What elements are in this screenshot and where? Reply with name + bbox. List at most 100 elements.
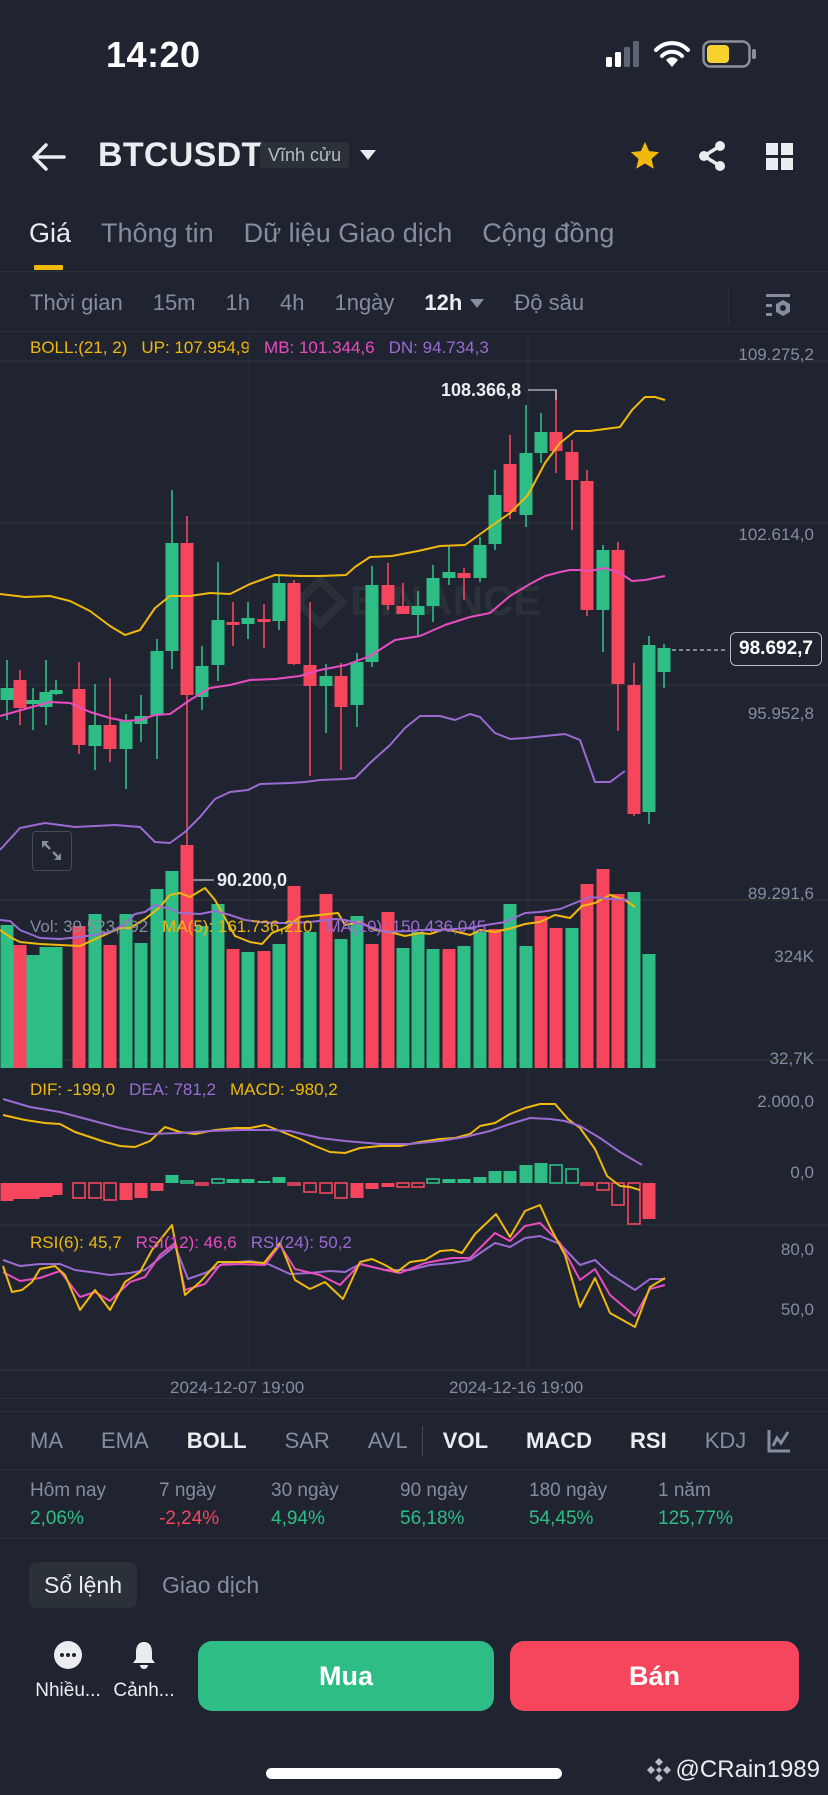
price-axis-label: 102.614,0 — [738, 525, 814, 544]
indicator-avl[interactable]: AVL — [367, 1428, 408, 1453]
volume-axis-label: 324K — [774, 947, 814, 966]
boll-mb-value: MB: 101.344,6 — [264, 338, 375, 357]
divider — [0, 1398, 828, 1399]
macd-dea: DEA: 781,2 — [129, 1080, 216, 1099]
tab-trading-data[interactable]: Dữ liệu Giao dịch — [243, 218, 453, 248]
price-axis-label: 89.291,6 — [747, 884, 814, 903]
macd-dif: DIF: -199,0 — [30, 1080, 116, 1099]
status-time: 14:20 — [106, 34, 201, 75]
boll-legend: BOLL:(21, 2) UP: 107.954,9 MB: 101.344,6… — [30, 338, 489, 358]
home-indicator[interactable] — [266, 1768, 562, 1779]
rsi24-value: RSI(24): 50,2 — [250, 1233, 352, 1252]
macd-legend: DIF: -199,0 DEA: 781,2 MACD: -980,2 — [30, 1080, 338, 1100]
cellular-signal-icon — [606, 41, 639, 67]
perf-30d: 30 ngày 4,94% — [271, 1480, 339, 1529]
book-tabs: Sổ lệnh Giao dịch — [29, 1562, 274, 1608]
indicator-boll[interactable]: BOLL — [186, 1428, 247, 1453]
tab-order-book[interactable]: Sổ lệnh — [29, 1562, 138, 1608]
timeframe-bar: Thời gian 15m 1h 4h 1ngày 12h Độ sâu — [30, 290, 614, 316]
alert-button[interactable]: Cảnh... — [109, 1640, 179, 1702]
depth-tab[interactable]: Độ sâu — [514, 290, 585, 315]
divider — [0, 331, 828, 332]
active-tab-indicator — [34, 265, 63, 270]
perf-today: Hôm nay 2,06% — [30, 1480, 107, 1529]
expand-icon — [42, 841, 61, 860]
timeframe-time[interactable]: Thời gian — [30, 290, 123, 315]
bell-icon — [133, 1642, 155, 1669]
low-price-label: 90.200,0 — [217, 870, 288, 890]
buy-button[interactable]: Mua — [198, 1641, 494, 1711]
timeframe-1h[interactable]: 1h — [225, 290, 250, 315]
contract-type-badge[interactable]: Vĩnh cửu — [260, 142, 350, 168]
divider — [0, 271, 828, 272]
macd-axis-label: 2.000,0 — [757, 1092, 814, 1111]
tab-price[interactable]: Giá — [29, 218, 72, 248]
wifi-icon — [654, 41, 690, 67]
symbol-title[interactable]: BTCUSDT — [98, 136, 263, 174]
timeframe-4h[interactable]: 4h — [279, 290, 305, 315]
volume-ma10: MA(10): 150.436,045 — [326, 917, 487, 936]
sell-button[interactable]: Bán — [510, 1641, 799, 1711]
tab-trades[interactable]: Giao dịch — [162, 1572, 260, 1598]
indicator-ema[interactable]: EMA — [101, 1428, 149, 1453]
divider — [0, 1469, 828, 1470]
svg-text:BINANCE: BINANCE — [350, 577, 541, 624]
symbol-dropdown-caret-icon[interactable] — [360, 150, 376, 160]
divider — [0, 1411, 828, 1412]
timeframe-15m[interactable]: 15m — [152, 290, 196, 315]
perf-1y: 1 năm 125,77% — [658, 1480, 734, 1529]
macd-axis-label: 0,0 — [790, 1163, 814, 1182]
indicator-ma[interactable]: MA — [30, 1428, 63, 1453]
price-axis-label: 109.275,2 — [738, 345, 814, 364]
perf-180d: 180 ngày 54,45% — [529, 1480, 608, 1529]
binance-logo-icon — [646, 1758, 671, 1782]
volume-legend: Vol: 39.523,792 MA(5): 161.736,210 MA(10… — [30, 917, 486, 937]
boll-up-value: UP: 107.954,9 — [141, 338, 251, 357]
timeframe-1d[interactable]: 1ngày — [334, 290, 395, 315]
last-price-tag[interactable]: 98.692,7 — [730, 632, 822, 666]
back-arrow-icon[interactable] — [30, 142, 66, 172]
battery-icon — [702, 40, 756, 68]
share-icon[interactable] — [697, 140, 727, 172]
chart-settings-icon[interactable] — [764, 292, 792, 320]
fullscreen-button[interactable] — [32, 831, 72, 871]
rsi-axis-label: 80,0 — [780, 1240, 814, 1259]
time-axis-label: 2024-12-16 19:00 — [449, 1378, 584, 1397]
more-button[interactable]: Nhiều... — [33, 1640, 103, 1702]
status-icons — [606, 40, 758, 68]
high-price-label: 108.366,8 — [441, 380, 522, 400]
indicator-vol[interactable]: VOL — [442, 1428, 489, 1453]
indicator-kdj[interactable]: KDJ — [704, 1428, 747, 1453]
indicator-rsi[interactable]: RSI — [630, 1428, 667, 1453]
perf-7d: 7 ngày -2,24% — [159, 1480, 220, 1529]
more-dots-icon — [54, 1641, 82, 1669]
time-axis-label: 2024-12-07 19:00 — [170, 1378, 305, 1397]
divider — [421, 1426, 423, 1456]
price-axis-label: 95.952,8 — [747, 704, 814, 723]
volume-ma5: MA(5): 161.736,210 — [162, 917, 313, 936]
boll-dn-value: DN: 94.734,3 — [388, 338, 489, 357]
divider — [0, 1538, 828, 1539]
timeframe-12h[interactable]: 12h — [424, 290, 463, 315]
rsi6-value: RSI(6): 45,7 — [30, 1233, 122, 1252]
watermark: @CRain1989 — [646, 1756, 820, 1784]
divider — [728, 288, 729, 324]
volume-axis-label: 32,7K — [769, 1049, 814, 1068]
boll-params: BOLL:(21, 2) — [30, 338, 128, 357]
performance-row: Hôm nay 2,06% 7 ngày -2,24% 30 ngày 4,94% 9… — [30, 1480, 787, 1530]
volume-value: Vol: 39.523,792 — [30, 917, 149, 936]
rsi-legend: RSI(6): 45,7 RSI(12): 46,6 RSI(24): 50,2 — [30, 1233, 352, 1253]
indicator-settings-icon[interactable] — [766, 1428, 792, 1454]
grid-menu-icon[interactable] — [766, 143, 793, 170]
indicator-macd[interactable]: MACD — [526, 1428, 593, 1453]
macd-value: MACD: -980,2 — [230, 1080, 338, 1099]
indicator-tabs: MA EMA BOLL SAR AVL VOL MACD RSI KDJ — [30, 1426, 784, 1456]
tab-info[interactable]: Thông tin — [101, 218, 214, 248]
timeframe-dropdown-caret-icon[interactable] — [470, 298, 485, 308]
rsi12-value: RSI(12): 46,6 — [135, 1233, 237, 1252]
price-chart[interactable]: BINANCE — [0, 0, 828, 1400]
perf-90d: 90 ngày 56,18% — [400, 1480, 468, 1529]
star-icon[interactable] — [628, 139, 662, 173]
tab-community[interactable]: Cộng đồng — [482, 218, 615, 248]
indicator-sar[interactable]: SAR — [284, 1428, 330, 1453]
